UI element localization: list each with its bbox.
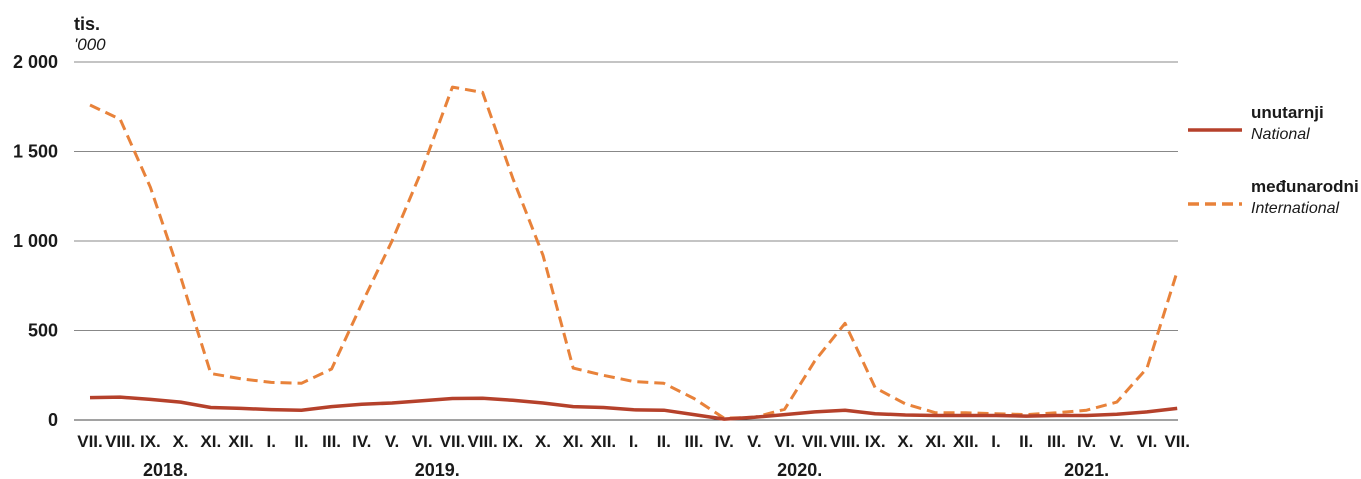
x-tick-label: VII. [440,432,466,451]
x-tick-label: IV. [715,432,734,451]
year-label: 2019. [415,460,460,479]
x-tick-label: VI. [1137,432,1158,451]
x-tick-label: XI. [200,432,221,451]
x-tick-label: VIII. [105,432,135,451]
x-tick-label: XII. [228,432,254,451]
y-unit-label-en: '000 [74,35,106,54]
x-tick-label: II. [657,432,671,451]
x-tick-label: X. [535,432,551,451]
x-tick-label: VII. [1164,432,1190,451]
year-label: 2021. [1064,460,1109,479]
x-tick-label: III. [685,432,704,451]
year-label: 2018. [143,460,188,479]
series-lines [89,85,1179,421]
x-tick-label: XI. [563,432,584,451]
legend-label-en: International [1251,200,1340,217]
x-tick-label: IX. [865,432,886,451]
x-tick-label: IV. [1077,432,1096,451]
x-tick-label: VIII. [467,432,497,451]
x-tick-label: I. [991,432,1000,451]
x-tick-label: V. [1110,432,1125,451]
x-tick-label: XII. [953,432,979,451]
year-label: 2020. [777,460,822,479]
x-tick-label: X. [897,432,913,451]
x-tick-label: II. [1019,432,1033,451]
x-tick-label: I. [266,432,275,451]
x-tick-label: VI. [774,432,795,451]
x-tick-label: VII. [802,432,828,451]
legend-label-en: National [1251,126,1310,143]
year-labels: 2018. 2019. 2020. 2021. [143,460,1109,479]
x-tick-label: XI. [925,432,946,451]
gridlines [74,61,1178,421]
y-tick-label: 2 000 [13,52,58,72]
x-tick-label: XII. [591,432,617,451]
legend-label: unutarnji [1251,103,1324,122]
x-tick-label: II. [294,432,308,451]
y-tick-label: 1 500 [13,142,58,162]
y-unit-label: tis. [74,14,100,34]
y-tick-label: 0 [48,410,58,430]
x-axis-ticks: VII. VIII. IX. X. XI. XII. I. II. III. IV. V. VI. VI… [77,432,1190,451]
legend: unutarnji National međunarodni Internationa… [1188,103,1359,217]
x-tick-label: I. [629,432,638,451]
series-line-national [89,395,1178,421]
x-tick-label: IV. [352,432,371,451]
x-tick-label: V. [385,432,400,451]
series-line-international [89,85,1179,420]
x-tick-label: X. [173,432,189,451]
y-tick-label: 500 [28,321,58,341]
y-axis-ticks: 2 000 1 500 1 000 500 0 [13,52,58,430]
x-tick-label: IX. [140,432,161,451]
y-tick-label: 1 000 [13,231,58,251]
x-tick-label: VII. [77,432,103,451]
x-tick-label: III. [322,432,341,451]
x-tick-label: V. [747,432,762,451]
x-tick-label: VIII. [830,432,860,451]
legend-label: međunarodni [1251,177,1359,196]
x-tick-label: VI. [412,432,433,451]
x-tick-label: III. [1047,432,1066,451]
x-tick-label: IX. [502,432,523,451]
